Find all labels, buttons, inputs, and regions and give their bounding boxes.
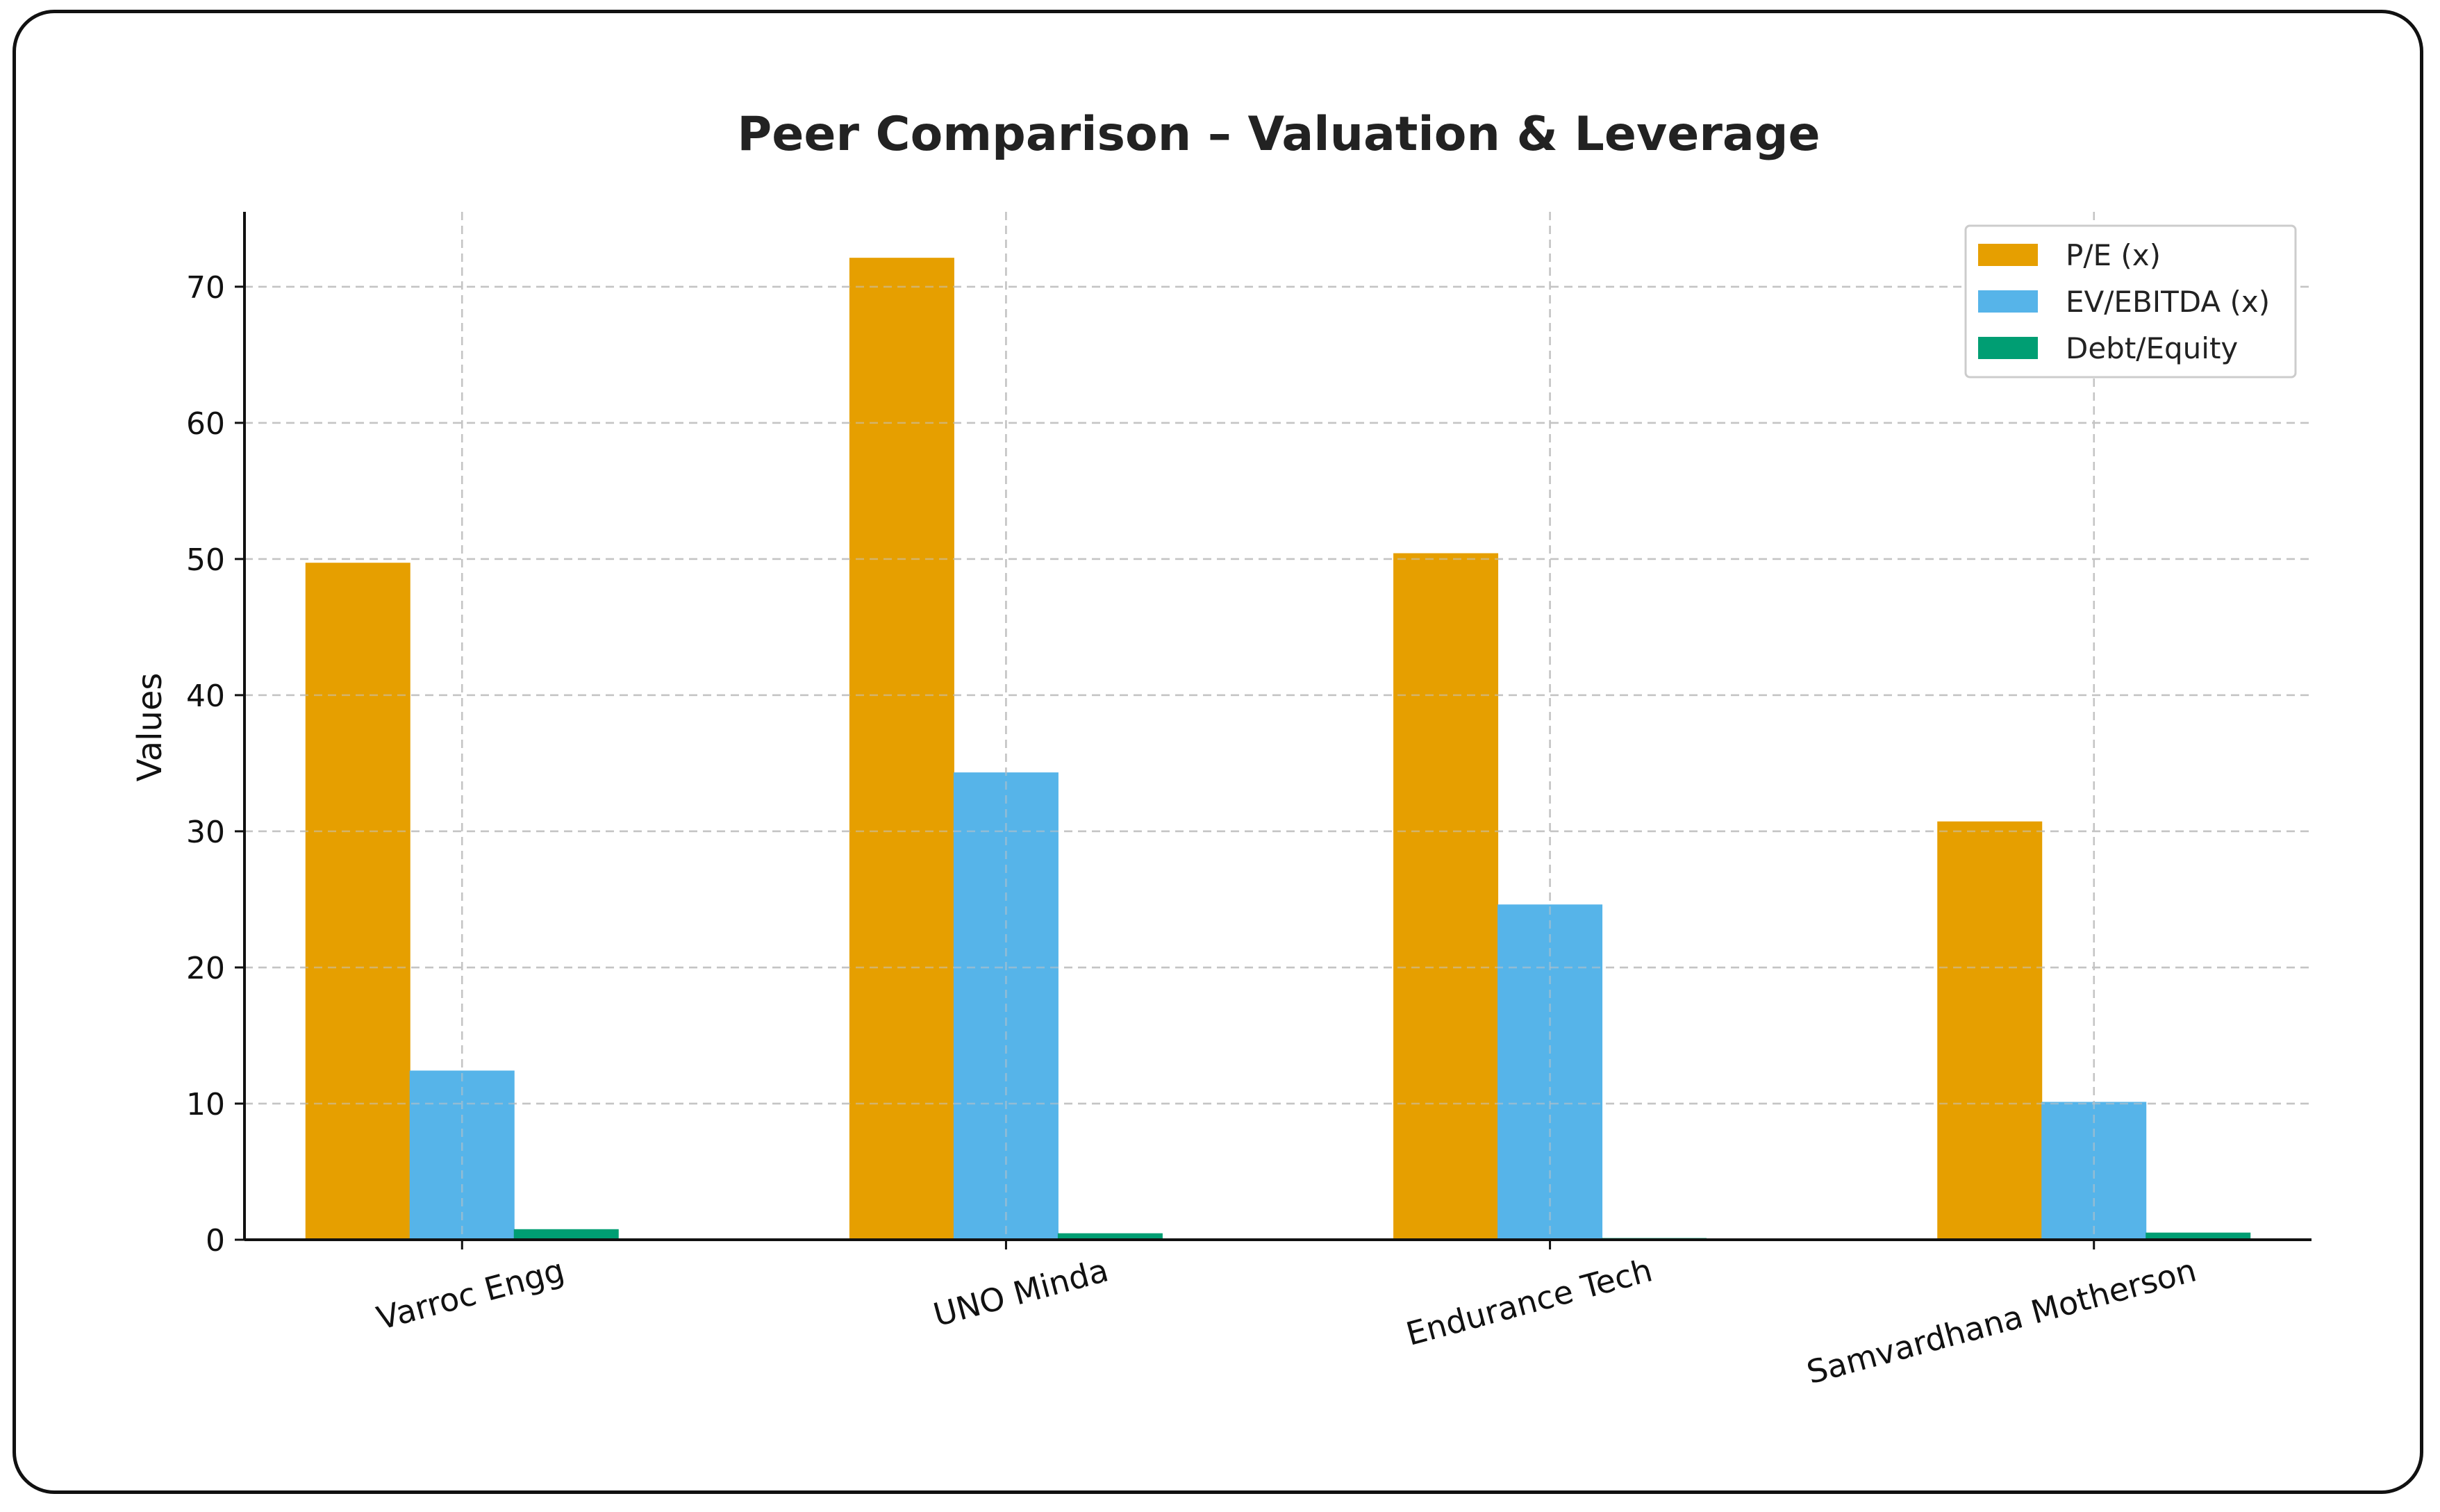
legend-label: P/E (x) [2066, 238, 2161, 272]
y-tick-label: 60 [186, 406, 225, 442]
x-tick-label: UNO Minda [929, 1251, 1112, 1334]
x-tick-label: Samvardhana Motherson [1803, 1251, 2200, 1391]
x-tick-label: Varroc Engg [373, 1251, 568, 1337]
y-tick-label: 20 [186, 951, 225, 986]
legend-swatch [1978, 337, 2038, 359]
bar-p-e-x-0[interactable] [305, 563, 410, 1240]
bars [244, 212, 2312, 1241]
bar-debt-equity-0[interactable] [513, 1229, 619, 1240]
y-tick-label: 70 [186, 270, 225, 306]
bar-p-e-x-1[interactable] [849, 258, 954, 1240]
bar-p-e-x-3[interactable] [1937, 821, 2043, 1240]
y-axis-title: Values [131, 673, 169, 782]
axes [235, 212, 2312, 1249]
legend-swatch [1978, 244, 2038, 266]
bar-ev-ebitda-x-0[interactable] [409, 1070, 515, 1240]
legend-box [1964, 224, 2297, 379]
y-tick-label: 0 [206, 1223, 225, 1258]
y-tick-label: 40 [186, 679, 225, 714]
y-tick-label: 10 [186, 1087, 225, 1122]
legend-label: EV/EBITDA (x) [2066, 285, 2270, 319]
bar-p-e-x-2[interactable] [1393, 553, 1499, 1240]
y-tick-label: 50 [186, 542, 225, 578]
chart-title: Peer Comparison – Valuation & Leverage [737, 107, 1820, 162]
legend[interactable]: P/E (x) EV/EBITDA (x) Debt/Equity [1964, 224, 2297, 379]
bar-ev-ebitda-x-2[interactable] [1497, 904, 1603, 1240]
legend-swatch [1978, 290, 2038, 313]
y-tick-label: 30 [186, 815, 225, 850]
x-tick-label: Endurance Tech [1402, 1251, 1657, 1352]
legend-label: Debt/Equity [2066, 331, 2238, 365]
